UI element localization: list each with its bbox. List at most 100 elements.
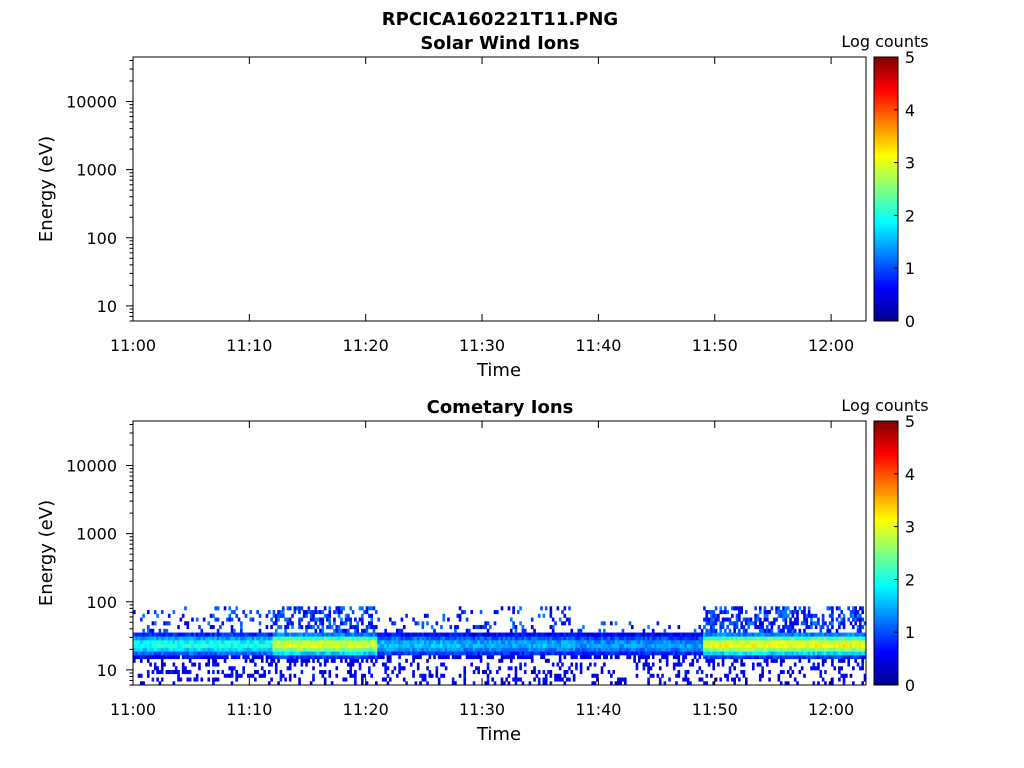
spectrogram-cell <box>733 632 736 637</box>
spectrogram-cell <box>577 651 581 656</box>
spectrogram-cell <box>221 651 225 656</box>
spectrogram-cell <box>824 643 827 648</box>
spectrogram-cell <box>354 677 357 682</box>
spectrogram-cell <box>754 651 757 656</box>
spectrogram-cell <box>610 636 613 641</box>
spectrogram-cell <box>647 677 650 682</box>
spectrogram-cell <box>286 606 290 611</box>
spectrogram-cell <box>202 647 206 652</box>
spectrogram-cell <box>333 632 336 637</box>
spectrogram-cell <box>596 651 599 656</box>
spectrogram-cell <box>782 655 785 660</box>
spectrogram-cell <box>547 643 550 648</box>
spectrogram-cell <box>330 658 334 663</box>
spectrogram-cell <box>712 625 716 630</box>
spectrogram-cell <box>465 655 469 660</box>
spectrogram-cell <box>151 632 155 637</box>
spectrogram-cell <box>326 636 329 641</box>
spectrogram-cell <box>703 606 706 611</box>
spectrogram-cell <box>682 640 685 645</box>
spectrogram-cell <box>444 666 448 671</box>
spectrogram-cell <box>333 651 336 656</box>
spectrogram-cell <box>726 643 730 648</box>
spectrogram-cell <box>421 647 425 652</box>
spectrogram-cell <box>179 617 183 622</box>
spectrogram-cell <box>328 613 332 618</box>
spectrogram-cell <box>279 610 283 615</box>
spectrogram-cell <box>260 632 264 637</box>
spectrogram-cell <box>177 670 180 675</box>
spectrogram-cell <box>807 655 811 660</box>
spectrogram-cell <box>333 628 336 633</box>
spectrogram-cell <box>288 677 292 682</box>
spectrogram-cell <box>298 681 301 685</box>
spectrogram-cell <box>789 673 792 678</box>
spectrogram-cell <box>370 621 373 626</box>
spectrogram-cell <box>291 613 294 618</box>
spectrogram-cell <box>812 647 816 652</box>
spectrogram-cell <box>570 628 574 633</box>
spectrogram-cell <box>321 628 325 633</box>
spectrogram-cell <box>393 651 397 656</box>
spectrogram-cell <box>309 681 313 685</box>
spectrogram-cell <box>286 625 290 630</box>
spectrogram-cell <box>437 681 441 685</box>
spectrogram-cell <box>498 643 501 648</box>
spectrogram-cell <box>677 632 681 637</box>
spectrogram-cell <box>863 643 866 648</box>
spectrogram-cell <box>849 643 853 648</box>
spectrogram-cell <box>600 647 604 652</box>
spectrogram-cell <box>288 666 292 671</box>
spectrogram-cell <box>458 643 462 648</box>
spectrogram-cell <box>235 613 239 618</box>
spectrogram-cell <box>435 647 439 652</box>
spectrogram-cell <box>658 677 662 682</box>
spectrogram-cell <box>402 625 406 630</box>
spectrogram-cell <box>223 673 227 678</box>
spectrogram-cell <box>719 632 723 637</box>
spectrogram-cell <box>623 681 627 685</box>
spectrogram-cell <box>230 681 234 685</box>
colorbar-tick-label: 4 <box>905 465 915 484</box>
spectrogram-cell <box>796 632 799 637</box>
spectrogram-cell <box>682 677 685 682</box>
spectrogram-cell <box>235 655 239 660</box>
spectrogram-cell <box>561 647 564 652</box>
spectrogram-cell <box>852 610 855 615</box>
spectrogram-cell <box>442 632 446 637</box>
spectrogram-cell <box>747 625 750 630</box>
spectrogram-cell <box>707 636 711 641</box>
spectrogram-cell <box>842 658 846 663</box>
spectrogram-cell <box>717 636 720 641</box>
spectrogram-cell <box>775 655 778 660</box>
spectrogram-cell <box>305 632 308 637</box>
spectrogram-cell <box>233 666 236 671</box>
spectrogram-cell <box>786 643 790 648</box>
spectrogram-cell <box>824 640 827 645</box>
spectrogram-cell <box>361 651 364 656</box>
spectrogram-cell <box>472 625 476 630</box>
spectrogram-cell <box>502 651 506 656</box>
spectrogram-cell <box>607 647 611 652</box>
spectrogram-cell <box>854 640 857 645</box>
spectrogram-cell <box>333 647 336 652</box>
spectrogram-cell <box>251 673 255 678</box>
spectrogram-cell <box>754 606 757 611</box>
spectrogram-cell <box>651 647 655 652</box>
spectrogram-cell <box>651 643 655 648</box>
spectrogram-cell <box>612 632 615 637</box>
spectrogram-cell <box>607 636 611 641</box>
spectrogram-cell <box>200 647 204 652</box>
spectrogram-cell <box>195 677 199 682</box>
spectrogram-cell <box>610 673 613 678</box>
spectrogram-cell <box>738 632 741 637</box>
spectrogram-cell <box>807 613 811 618</box>
spectrogram-cell <box>831 662 834 667</box>
spectrogram-cell <box>672 666 676 671</box>
spectrogram-cell <box>633 651 636 656</box>
spectrogram-cell <box>705 643 709 648</box>
spectrogram-cell <box>212 677 215 682</box>
spectrogram-cell <box>200 632 204 637</box>
spectrogram-cell <box>263 632 266 637</box>
spectrogram-cell <box>533 670 536 675</box>
